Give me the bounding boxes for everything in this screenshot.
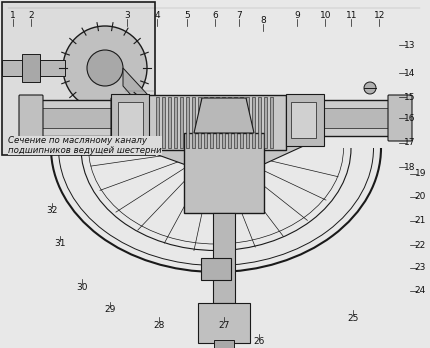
Text: 1: 1 — [10, 11, 16, 20]
Bar — [168, 97, 171, 148]
Bar — [227, 97, 230, 148]
Bar — [252, 97, 255, 148]
Bar — [186, 97, 189, 148]
Text: 28: 28 — [154, 321, 165, 330]
Text: 17: 17 — [403, 138, 414, 147]
Bar — [174, 97, 177, 148]
Bar — [184, 133, 264, 213]
Bar — [269, 97, 272, 148]
Text: Сечение по масляному каналу
подшипников ведущей шестерни: Сечение по масляному каналу подшипников … — [8, 136, 161, 156]
Text: 27: 27 — [218, 321, 229, 330]
Bar — [180, 97, 183, 148]
Bar — [197, 97, 200, 148]
Text: 30: 30 — [76, 283, 87, 292]
Bar — [221, 97, 224, 148]
Text: 6: 6 — [212, 11, 218, 20]
Circle shape — [63, 26, 147, 110]
FancyBboxPatch shape — [387, 95, 411, 141]
Bar — [209, 97, 212, 148]
FancyBboxPatch shape — [19, 95, 43, 141]
Bar — [2, 2, 155, 155]
Text: 14: 14 — [403, 69, 414, 78]
Text: 22: 22 — [414, 241, 425, 250]
Text: 3: 3 — [124, 11, 130, 20]
Text: 9: 9 — [294, 11, 300, 20]
Bar — [146, 95, 286, 150]
Bar — [240, 97, 243, 148]
Text: 24: 24 — [414, 286, 425, 295]
Text: 20: 20 — [414, 192, 425, 201]
Bar — [191, 97, 194, 148]
Polygon shape — [261, 98, 320, 165]
Bar — [197, 303, 249, 343]
Text: 26: 26 — [252, 337, 264, 346]
Bar — [118, 102, 143, 138]
Text: 18: 18 — [403, 163, 414, 172]
Bar — [286, 94, 323, 146]
Text: 29: 29 — [104, 305, 115, 314]
Text: 12: 12 — [373, 11, 384, 20]
Bar — [233, 97, 236, 148]
Text: 21: 21 — [414, 216, 425, 226]
Circle shape — [363, 82, 375, 94]
Text: 11: 11 — [345, 11, 356, 20]
Bar — [200, 258, 230, 280]
Text: 13: 13 — [403, 41, 414, 50]
Circle shape — [87, 50, 123, 86]
Text: 16: 16 — [403, 114, 414, 123]
Bar — [215, 97, 218, 148]
Bar — [203, 97, 206, 148]
Bar — [270, 108, 394, 128]
Text: 15: 15 — [403, 93, 414, 102]
Bar — [258, 97, 261, 148]
Polygon shape — [111, 98, 186, 165]
Text: 4: 4 — [154, 11, 160, 20]
Bar — [246, 97, 249, 148]
Text: 10: 10 — [319, 11, 330, 20]
Text: 31: 31 — [55, 239, 66, 248]
Bar — [111, 94, 149, 146]
Text: 25: 25 — [347, 314, 358, 323]
Bar — [212, 213, 234, 303]
Bar — [290, 102, 315, 138]
Text: 8: 8 — [259, 16, 265, 25]
Bar — [270, 100, 394, 136]
Text: 5: 5 — [184, 11, 190, 20]
Polygon shape — [194, 98, 253, 133]
Text: 32: 32 — [46, 206, 57, 215]
Text: 2: 2 — [28, 11, 34, 20]
Bar — [264, 97, 266, 148]
Bar — [35, 100, 161, 136]
Bar — [2, 60, 65, 76]
Polygon shape — [123, 68, 160, 128]
Bar — [156, 97, 159, 148]
Bar — [35, 108, 161, 128]
Bar — [214, 340, 233, 348]
Bar — [22, 54, 40, 82]
Text: 7: 7 — [236, 11, 242, 20]
Text: 19: 19 — [414, 169, 425, 179]
Bar — [162, 97, 165, 148]
Text: 23: 23 — [414, 263, 425, 272]
